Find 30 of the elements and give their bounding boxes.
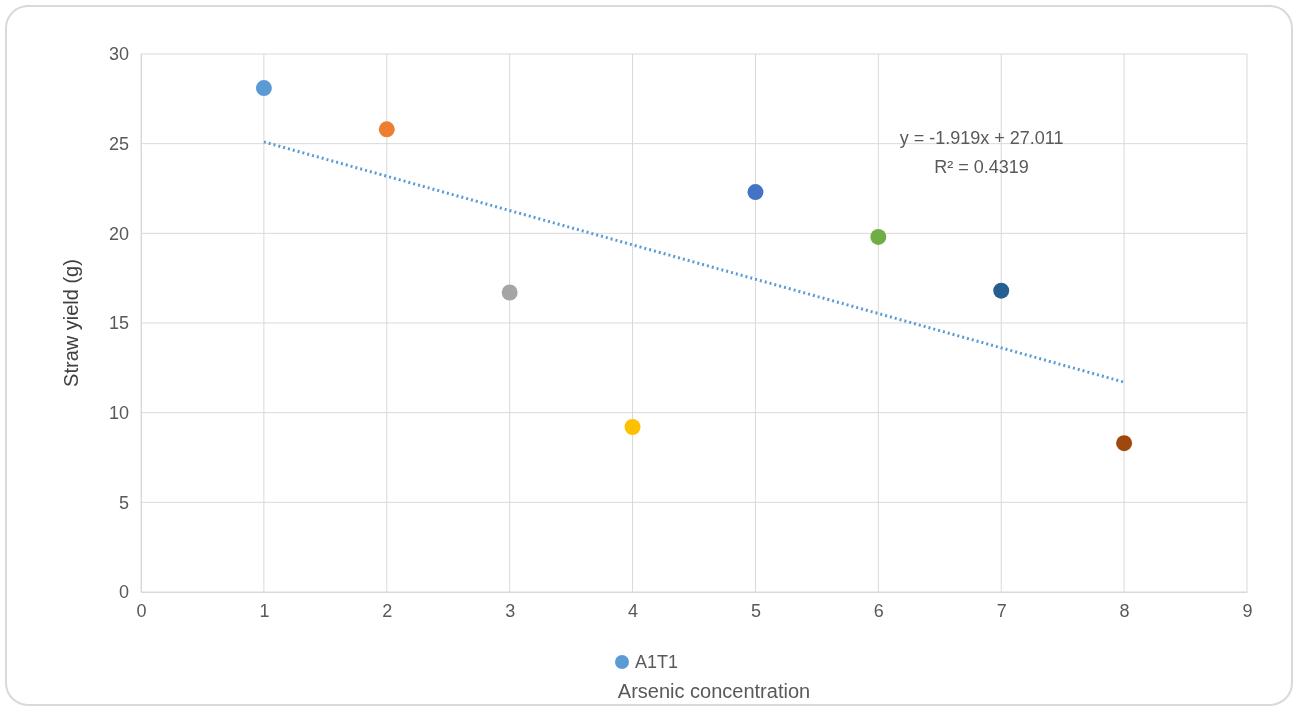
x-tick-label: 9 bbox=[1242, 600, 1253, 621]
x-tick-label: 0 bbox=[136, 600, 147, 621]
y-tick-label: 30 bbox=[108, 44, 129, 65]
point bbox=[747, 184, 764, 201]
point bbox=[378, 121, 395, 138]
x-axis-title: Arsenic concentration bbox=[617, 680, 811, 702]
x-tick-label: 6 bbox=[873, 600, 884, 621]
point bbox=[255, 80, 272, 97]
x-tick-label: 2 bbox=[382, 600, 393, 621]
x-tick-label: 7 bbox=[996, 600, 1007, 621]
x-tick-label: 8 bbox=[1119, 600, 1130, 621]
x-tick-label: 4 bbox=[628, 600, 639, 621]
point bbox=[501, 284, 518, 301]
point bbox=[870, 228, 887, 245]
legend-label: A1T1 bbox=[635, 652, 679, 672]
y-axis-title: Straw yield (g) bbox=[60, 259, 82, 387]
point bbox=[993, 282, 1010, 299]
annotation: y = -1.919x + 27.011 bbox=[899, 128, 1064, 148]
y-tick-label: 20 bbox=[108, 223, 129, 244]
point bbox=[624, 419, 641, 435]
point bbox=[1116, 435, 1133, 452]
y-tick-label: 0 bbox=[118, 582, 129, 603]
x-tick-label: 3 bbox=[505, 600, 516, 621]
annotation: R² = 0.4319 bbox=[934, 157, 1029, 177]
y-tick-label: 25 bbox=[108, 133, 129, 154]
y-tick-label: 15 bbox=[108, 313, 129, 334]
x-tick-label: 1 bbox=[259, 600, 270, 621]
y-tick-label: 5 bbox=[118, 492, 129, 513]
y-tick-label: 10 bbox=[108, 402, 129, 423]
x-tick-label: 5 bbox=[750, 600, 761, 621]
